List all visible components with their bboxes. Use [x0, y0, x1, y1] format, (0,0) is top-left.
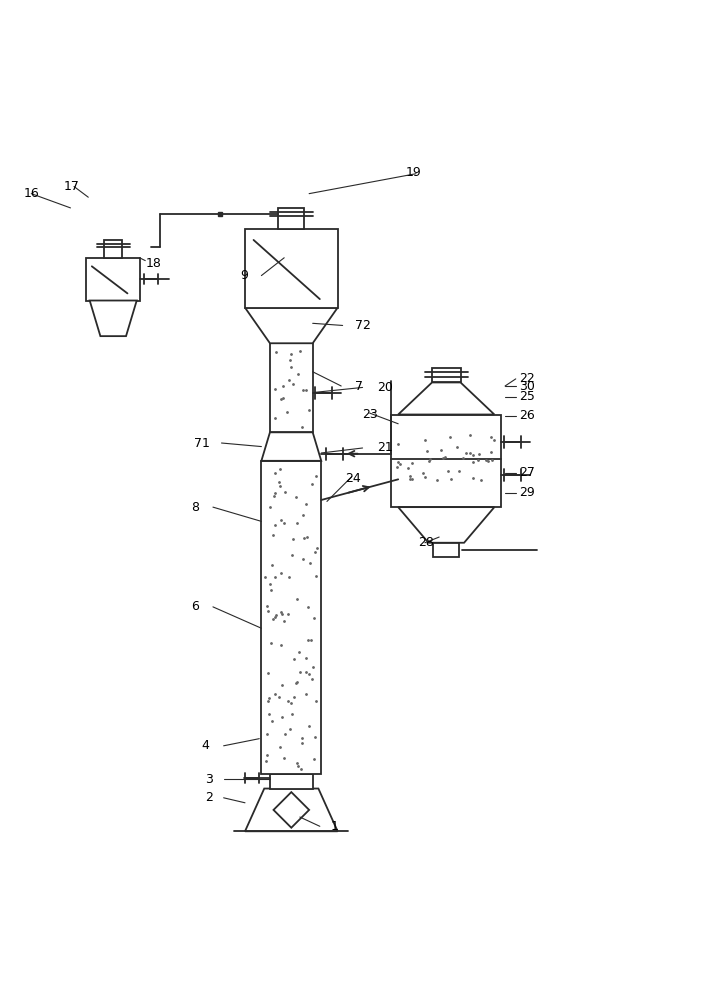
Text: 24: 24 — [345, 472, 360, 485]
Text: 8: 8 — [191, 501, 199, 514]
Text: 20: 20 — [377, 381, 393, 394]
Text: 2: 2 — [205, 791, 213, 804]
Text: 19: 19 — [405, 166, 421, 179]
Bar — [261, 461, 321, 774]
Polygon shape — [274, 792, 309, 828]
Text: 6: 6 — [191, 600, 199, 613]
Text: 18: 18 — [145, 257, 161, 270]
Bar — [104, 240, 123, 258]
Text: 7: 7 — [355, 380, 363, 393]
Bar — [86, 258, 140, 301]
Text: 29: 29 — [519, 486, 535, 499]
Text: 25: 25 — [519, 390, 535, 403]
Text: 16: 16 — [24, 187, 40, 200]
Bar — [434, 543, 459, 557]
Polygon shape — [261, 432, 321, 461]
Text: 1: 1 — [330, 820, 338, 833]
Text: 17: 17 — [63, 180, 79, 193]
Text: 23: 23 — [363, 408, 378, 421]
Text: 71: 71 — [194, 437, 210, 450]
Text: 22: 22 — [519, 372, 535, 385]
Polygon shape — [398, 382, 495, 415]
Polygon shape — [398, 507, 495, 543]
Text: 4: 4 — [202, 739, 210, 752]
Text: 28: 28 — [418, 536, 434, 549]
Polygon shape — [245, 308, 337, 343]
Bar — [270, 343, 313, 432]
Bar — [270, 774, 313, 789]
Text: 27: 27 — [519, 466, 535, 479]
Text: 26: 26 — [519, 409, 535, 422]
Bar — [279, 208, 304, 229]
Bar — [245, 229, 337, 308]
Bar — [391, 415, 501, 507]
Text: 30: 30 — [519, 380, 535, 393]
Text: 72: 72 — [355, 319, 371, 332]
Polygon shape — [90, 301, 136, 336]
Text: 9: 9 — [241, 269, 248, 282]
Text: 21: 21 — [377, 441, 393, 454]
Polygon shape — [245, 789, 337, 831]
Text: 3: 3 — [205, 773, 213, 786]
Bar — [432, 368, 460, 382]
